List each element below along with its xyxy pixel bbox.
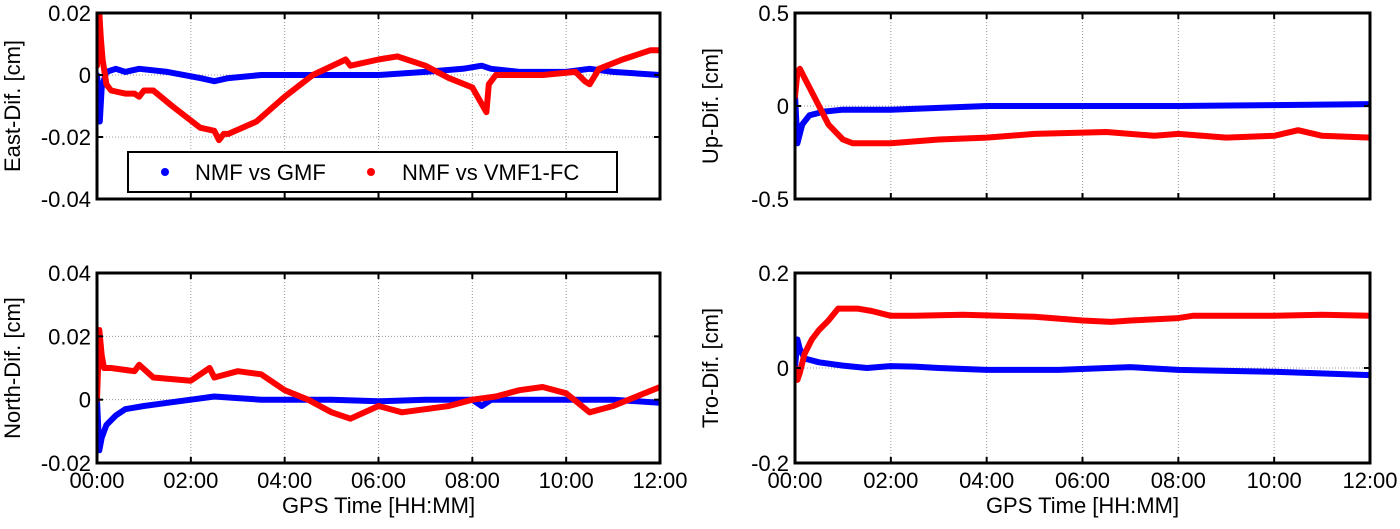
series-line-vmf1-fc (795, 65, 1370, 147)
y-tick-label: 0 (79, 388, 91, 413)
subplot-tro: 0.2 0 -0.200:00 02:00 04:00 06:00 08:00 10:00 12… (698, 261, 1398, 518)
y-tick-label: 0 (79, 63, 91, 88)
x-tick-label: 06:00 (1055, 468, 1110, 493)
series-line-vmf1-fc (97, 13, 660, 144)
x-tick-label: 12:00 (632, 468, 687, 493)
legend-marker-gmf (161, 168, 169, 176)
legend: NMF vs GMF NMF vs VMF1-FC (127, 151, 618, 193)
y-tick-label: 0 (777, 356, 789, 381)
y-tick-label: 0.5 (758, 1, 789, 26)
legend-label: NMF vs VMF1-FC (402, 160, 579, 185)
x-tick-label: 00:00 (767, 468, 822, 493)
y-axis-label: Tro-Dif. [cm] (698, 308, 723, 428)
x-tick-label: 08:00 (1151, 468, 1206, 493)
axes-frame (95, 271, 662, 465)
y-tick-label: -0.02 (41, 125, 91, 150)
y-tick-label: -0.04 (41, 187, 91, 212)
x-tick-label: 10:00 (1247, 468, 1302, 493)
series-line-vmf1-fc (795, 305, 1370, 383)
x-tick-label: 04:00 (959, 468, 1014, 493)
y-tick-label: 0.02 (48, 324, 91, 349)
x-axis-label: GPS Time [HH:MM] (282, 493, 475, 518)
x-tick-label: 06:00 (351, 468, 406, 493)
x-tick-label: 10:00 (539, 468, 594, 493)
x-tick-label: 04:00 (257, 468, 312, 493)
series-line-gmf (795, 91, 1370, 147)
y-axis-label: North-Dif. [cm] (0, 297, 25, 439)
y-tick-label: 0.02 (48, 1, 91, 26)
legend-marker-vmf1-fc (367, 168, 375, 176)
x-tick-label: 00:00 (69, 468, 124, 493)
legend-label: NMF vs GMF (195, 160, 326, 185)
y-tick-label: 0 (777, 94, 789, 119)
series-line-gmf (97, 393, 660, 454)
y-tick-label: -0.2 (751, 451, 789, 476)
x-tick-label: 02:00 (863, 468, 918, 493)
x-tick-label: 02:00 (163, 468, 218, 493)
y-tick-label: 0.2 (758, 261, 789, 286)
x-axis-label: GPS Time [HH:MM] (986, 493, 1179, 518)
y-axis-label: Up-Dif. [cm] (698, 48, 723, 164)
subplot-up: 0.5 0 -0.5 Up-Dif. [cm] (698, 1, 1372, 212)
y-tick-label: 0.04 (48, 261, 91, 286)
y-tick-label: -0.5 (751, 187, 789, 212)
series-line-vmf1-fc (97, 327, 660, 422)
x-tick-label: 12:00 (1342, 468, 1397, 493)
y-axis-label: East-Dif. [cm] (0, 40, 25, 172)
x-tick-label: 08:00 (445, 468, 500, 493)
y-tick-label: -0.02 (41, 451, 91, 476)
